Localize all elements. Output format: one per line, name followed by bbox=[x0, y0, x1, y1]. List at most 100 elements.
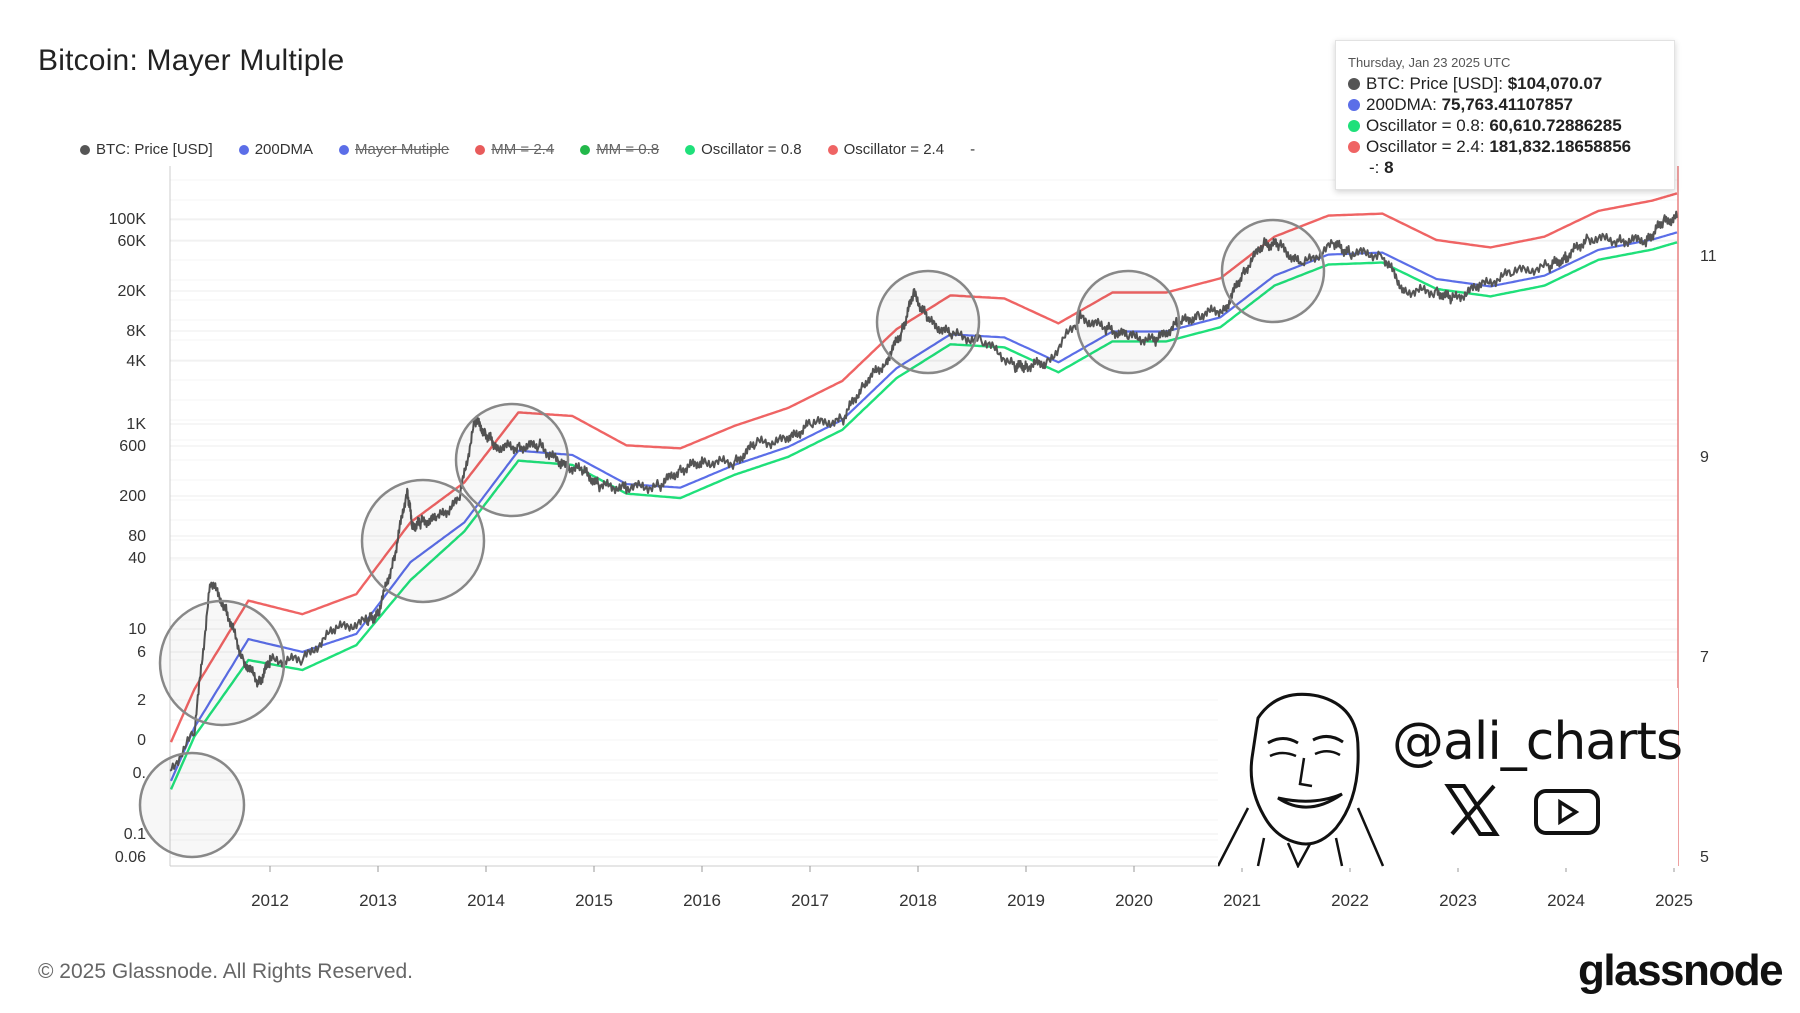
chart-title: Bitcoin: Mayer Multiple bbox=[38, 44, 345, 77]
series-line-1 bbox=[169, 231, 1678, 782]
legend-swatch-icon bbox=[685, 144, 696, 155]
x-tick-label: 2022 bbox=[1331, 891, 1369, 910]
y-right-tick-label: 5 bbox=[1700, 849, 1709, 866]
tooltip-extra-row: -: 8 bbox=[1369, 158, 1394, 177]
legend-label: BTC: Price [USD] bbox=[96, 141, 213, 158]
legend-item-5[interactable]: Oscillator = 0.8 bbox=[685, 141, 802, 158]
legend-label: 200DMA bbox=[254, 141, 314, 158]
x-tick-label: 2020 bbox=[1115, 891, 1153, 910]
y-right-tick-label: 7 bbox=[1700, 649, 1709, 666]
legend-label: Oscillator = 0.8 bbox=[701, 141, 802, 158]
tooltip-extra-name: - bbox=[1369, 158, 1375, 177]
legend-swatch-icon bbox=[80, 144, 90, 155]
series-line-2 bbox=[169, 241, 1678, 790]
y-right-tick-label: 9 bbox=[1700, 449, 1709, 466]
legend-swatch-icon bbox=[238, 144, 249, 155]
annotation-circle bbox=[360, 478, 486, 604]
glassnode-logo: glassnode bbox=[1578, 946, 1784, 995]
hover-tooltip: Thursday, Jan 23 2025 UTC BTC: Price [US… bbox=[1335, 40, 1675, 190]
tooltip-row-3: Oscillator = 2.4: 181,832.18658856 bbox=[1348, 136, 1674, 157]
legend-swatch-icon bbox=[827, 144, 838, 155]
y-tick-label: 100K bbox=[109, 211, 147, 228]
tooltip-row-1: 200DMA: 75,763.41107857 bbox=[1348, 94, 1674, 115]
y-tick-label: 8K bbox=[126, 323, 146, 340]
tooltip-row-value: 181,832.18658856 bbox=[1489, 137, 1632, 156]
annotation-circle bbox=[454, 402, 570, 518]
tooltip-swatch-icon bbox=[1348, 120, 1360, 132]
watermark: @ali_charts bbox=[1218, 688, 1683, 868]
x-logo-icon bbox=[1444, 784, 1500, 836]
y-tick-label: 40 bbox=[128, 550, 146, 567]
annotation-circle bbox=[875, 269, 981, 375]
tooltip-swatch-icon bbox=[1348, 141, 1360, 153]
y-tick-label: 4K bbox=[126, 353, 146, 370]
annotation-circle bbox=[138, 751, 246, 859]
tooltip-row-value: 75,763.41107857 bbox=[1441, 95, 1574, 114]
x-tick-label: 2018 bbox=[899, 891, 937, 910]
copyright-text: © 2025 Glassnode. All Rights Reserved. bbox=[38, 960, 414, 983]
watermark-handle: @ali_charts bbox=[1392, 712, 1683, 772]
tooltip-rows: BTC: Price [USD]: $104,070.07 200DMA: 75,… bbox=[1348, 73, 1674, 157]
y-tick-label: 0 bbox=[137, 732, 146, 749]
x-tick-label: 2021 bbox=[1223, 891, 1261, 910]
x-tick-label: 2025 bbox=[1655, 891, 1693, 910]
tooltip-row-name: Oscillator = 0.8: bbox=[1366, 116, 1490, 135]
y-tick-label: 10 bbox=[128, 621, 146, 638]
annotation-circle bbox=[158, 599, 286, 727]
legend-swatch-icon bbox=[475, 144, 486, 155]
tooltip-row-name: Oscillator = 2.4: bbox=[1366, 137, 1490, 156]
x-tick-label: 2012 bbox=[251, 891, 289, 910]
x-tick-label: 2016 bbox=[683, 891, 721, 910]
grid-lines bbox=[170, 179, 1678, 858]
x-tick-label: 2023 bbox=[1439, 891, 1477, 910]
x-tick-label: 2015 bbox=[575, 891, 613, 910]
annotation-circle bbox=[1075, 269, 1181, 375]
y-tick-label: 60K bbox=[118, 233, 147, 250]
y-right-tick-label: 11 bbox=[1700, 248, 1717, 265]
legend-item-6[interactable]: Oscillator = 2.4 bbox=[827, 141, 945, 158]
y-tick-label: 20K bbox=[118, 283, 147, 300]
x-tick-label: 2013 bbox=[359, 891, 397, 910]
legend-label: - bbox=[970, 141, 976, 158]
x-tick-label: 2019 bbox=[1007, 891, 1045, 910]
legend-label: Oscillator = 2.4 bbox=[843, 141, 945, 158]
legend-item-7[interactable]: - bbox=[970, 141, 975, 158]
tooltip-row-value: $104,070.07 bbox=[1507, 74, 1603, 93]
annotations bbox=[138, 218, 1326, 859]
tooltip-swatch-icon bbox=[1348, 78, 1360, 90]
legend-swatch-icon bbox=[339, 144, 350, 155]
legend-swatch-icon bbox=[580, 144, 591, 155]
youtube-logo-icon bbox=[1534, 789, 1600, 835]
y-tick-label: 200 bbox=[119, 488, 146, 505]
legend-label: MM = 0.8 bbox=[596, 141, 660, 158]
legend-item-3[interactable]: MM = 2.4 bbox=[475, 141, 554, 158]
tooltip-row-0: BTC: Price [USD]: $104,070.07 bbox=[1348, 73, 1674, 94]
meme-face-icon bbox=[1218, 692, 1385, 868]
y-tick-label: 0.06 bbox=[115, 849, 146, 866]
tooltip-row-name: BTC: Price [USD]: bbox=[1366, 74, 1508, 93]
tooltip-row-2: Oscillator = 0.8: 60,610.72886285 bbox=[1348, 115, 1674, 136]
tooltip-extra-value: 8 bbox=[1384, 158, 1394, 177]
tooltip-swatch-icon bbox=[1348, 99, 1360, 111]
series-line-3 bbox=[169, 192, 1678, 743]
tooltip-row-name: 200DMA: bbox=[1366, 95, 1442, 114]
y-tick-label: 1K bbox=[126, 416, 146, 433]
legend-item-4[interactable]: MM = 0.8 bbox=[580, 141, 659, 158]
legend-item-1[interactable]: 200DMA bbox=[238, 141, 314, 158]
y-tick-label: 6 bbox=[137, 644, 146, 661]
y-tick-label: 0.1 bbox=[124, 826, 146, 843]
x-tick-label: 2017 bbox=[791, 891, 829, 910]
x-tick-label: 2014 bbox=[467, 891, 505, 910]
legend-label: Mayer Mutiple bbox=[355, 141, 450, 158]
legend-item-2[interactable]: Mayer Mutiple bbox=[339, 141, 449, 158]
y-tick-label: 80 bbox=[128, 528, 146, 545]
y-tick-label: 2 bbox=[137, 692, 146, 709]
x-tick-label: 2024 bbox=[1547, 891, 1585, 910]
legend-item-0[interactable]: BTC: Price [USD] bbox=[80, 141, 213, 158]
y-tick-label: 0. bbox=[133, 765, 146, 782]
tooltip-date: Thursday, Jan 23 2025 UTC bbox=[1348, 55, 1511, 70]
series-layer bbox=[169, 192, 1678, 790]
tooltip-row-value: 60,610.72886285 bbox=[1489, 116, 1622, 135]
series-line-0 bbox=[169, 210, 1678, 772]
